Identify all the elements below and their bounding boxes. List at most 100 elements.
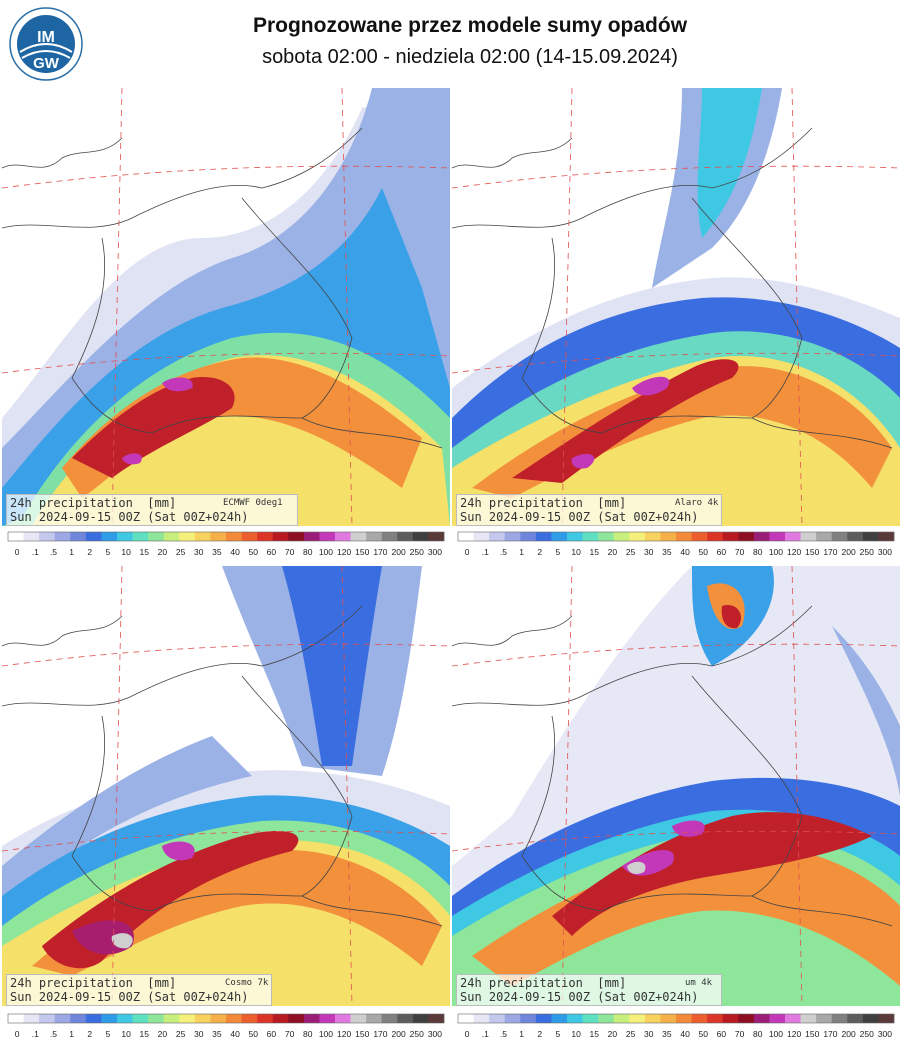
legend-tick-label: 5 bbox=[556, 1029, 561, 1039]
legend-swatch bbox=[412, 1014, 429, 1023]
legend-swatch bbox=[241, 1014, 258, 1023]
legend-swatch bbox=[350, 1014, 367, 1023]
legend-swatch bbox=[85, 1014, 102, 1023]
legend-swatch bbox=[847, 1014, 864, 1023]
legend-swatch bbox=[676, 532, 692, 541]
legend-swatch bbox=[366, 1014, 383, 1023]
legend-tick-label: 15 bbox=[140, 547, 150, 557]
legend-svg: 0.1.5 1 2 5 10 15 20 25 30 35 40 50 60 70 80 100 120 150 1… bbox=[457, 531, 895, 557]
legend-tick-label: 50 bbox=[249, 547, 259, 557]
legend-tick-label: 20 bbox=[158, 1029, 168, 1039]
legend-tick-label: .5 bbox=[500, 547, 507, 557]
color-scale-legend: 0.1.5 1 2 5 10 15 20 25 30 35 40 50 60 70 80 100 120 150 1… bbox=[2, 1012, 450, 1042]
legend-tick-label: 70 bbox=[285, 547, 295, 557]
legend-svg: 0.1.5 1 2 5 10 15 20 25 30 35 40 50 60 70 80 100 120 150 1… bbox=[457, 1013, 895, 1039]
legend-swatch bbox=[23, 1014, 40, 1023]
legend-tick-label: 70 bbox=[735, 1029, 745, 1039]
panel-label: 24h precipitation [mm] bbox=[10, 976, 177, 990]
legend-swatch bbox=[54, 532, 71, 541]
legend-swatch bbox=[567, 1014, 583, 1023]
legend-tick-label: 20 bbox=[608, 547, 618, 557]
legend-swatch bbox=[847, 532, 864, 541]
legend-swatch bbox=[753, 1014, 770, 1023]
legend-tick-label: 300 bbox=[428, 547, 442, 557]
legend-tick-label: 1 bbox=[69, 1029, 74, 1039]
legend-tick-label: 80 bbox=[753, 547, 763, 557]
legend-tick-label: 10 bbox=[121, 547, 131, 557]
legend-tick-label: 0 bbox=[15, 1029, 20, 1039]
legend-tick-label: 30 bbox=[644, 1029, 654, 1039]
legend-tick-label: 10 bbox=[571, 547, 581, 557]
legend-swatch bbox=[303, 1014, 320, 1023]
legend-tick-label: 20 bbox=[608, 1029, 618, 1039]
legend-tick-label: 120 bbox=[337, 1029, 351, 1039]
legend-swatch bbox=[862, 1014, 879, 1023]
legend-tick-label: 40 bbox=[680, 547, 690, 557]
legend-tick-label: 0 bbox=[15, 547, 20, 557]
legend-tick-label: 25 bbox=[176, 547, 186, 557]
legend-swatch bbox=[629, 532, 646, 541]
legend-tick-label: 170 bbox=[823, 1029, 837, 1039]
legend-swatch bbox=[644, 532, 661, 541]
legend-swatch bbox=[504, 1014, 521, 1023]
legend-swatch bbox=[691, 532, 708, 541]
legend-swatch bbox=[412, 532, 429, 541]
legend-tick-label: 80 bbox=[303, 547, 313, 557]
legend-swatch bbox=[722, 532, 739, 541]
legend-swatch bbox=[85, 532, 102, 541]
legend-swatch bbox=[831, 1014, 848, 1023]
legend-tick-label: 200 bbox=[391, 1029, 405, 1039]
legend-tick-label: 10 bbox=[121, 1029, 131, 1039]
legend-tick-label: 100 bbox=[769, 1029, 783, 1039]
legend-swatch bbox=[831, 532, 848, 541]
panel-label: 24h precipitation [mm] bbox=[460, 976, 627, 990]
legend-tick-label: 25 bbox=[626, 1029, 636, 1039]
legend-swatch bbox=[707, 1014, 724, 1023]
legend-swatch bbox=[816, 1014, 833, 1023]
map-panel-ecmwf: 24h precipitation [mm] ECMWF 0deg1 Sun 2… bbox=[2, 88, 450, 526]
legend-tick-label: 120 bbox=[787, 1029, 801, 1039]
legend-tick-label: 120 bbox=[337, 547, 351, 557]
legend-swatch bbox=[738, 532, 755, 541]
legend-tick-label: 50 bbox=[699, 547, 709, 557]
legend-frame bbox=[7, 1013, 445, 1024]
legend-tick-label: 60 bbox=[267, 1029, 277, 1039]
precipitation-map bbox=[2, 88, 450, 526]
legend-swatch bbox=[769, 532, 786, 541]
page-title: Prognozowane przez modele sumy opadów bbox=[252, 14, 688, 37]
legend-swatch bbox=[691, 1014, 708, 1023]
legend-tick-label: 50 bbox=[699, 1029, 709, 1039]
legend-swatch bbox=[428, 1014, 445, 1023]
legend-swatch bbox=[179, 532, 196, 541]
legend-swatch bbox=[210, 1014, 227, 1023]
panel-info-box: 24h precipitation [mm] Alaro 4k Sun 2024… bbox=[456, 494, 722, 526]
legend-tick-label: 300 bbox=[878, 1029, 892, 1039]
panel-valid-time: Sun 2024-09-15 00Z (Sat 00Z+024h) bbox=[460, 990, 699, 1004]
legend-swatch bbox=[676, 1014, 692, 1023]
legend-swatch bbox=[39, 532, 56, 541]
model-name: ECMWF 0deg1 bbox=[223, 498, 283, 508]
legend-tick-label: 150 bbox=[805, 1029, 819, 1039]
legend-tick-label: 100 bbox=[319, 1029, 333, 1039]
legend-swatch bbox=[257, 532, 274, 541]
legend-swatch bbox=[350, 532, 367, 541]
legend-swatch bbox=[210, 532, 227, 541]
legend-tick-label: 250 bbox=[410, 547, 424, 557]
legend-swatch bbox=[226, 1014, 242, 1023]
legend-swatch bbox=[520, 532, 537, 541]
legend-tick-label: 300 bbox=[428, 1029, 442, 1039]
legend-swatch bbox=[800, 532, 817, 541]
legend-swatch bbox=[800, 1014, 817, 1023]
legend-swatch bbox=[567, 532, 583, 541]
legend-tick-label: 1 bbox=[519, 547, 524, 557]
legend-swatch bbox=[598, 1014, 615, 1023]
legend-swatch bbox=[738, 1014, 755, 1023]
page-subtitle: sobota 02:00 - niedziela 02:00 (14-15.09… bbox=[262, 46, 678, 68]
legend-swatch bbox=[551, 1014, 568, 1023]
map-panel-alaro: 24h precipitation [mm] Alaro 4k Sun 2024… bbox=[452, 88, 900, 526]
legend-frame bbox=[7, 531, 445, 542]
legend-tick-label: 80 bbox=[753, 1029, 763, 1039]
legend-swatch bbox=[598, 532, 615, 541]
legend-frame bbox=[457, 531, 895, 542]
legend-tick-label: 200 bbox=[391, 547, 405, 557]
